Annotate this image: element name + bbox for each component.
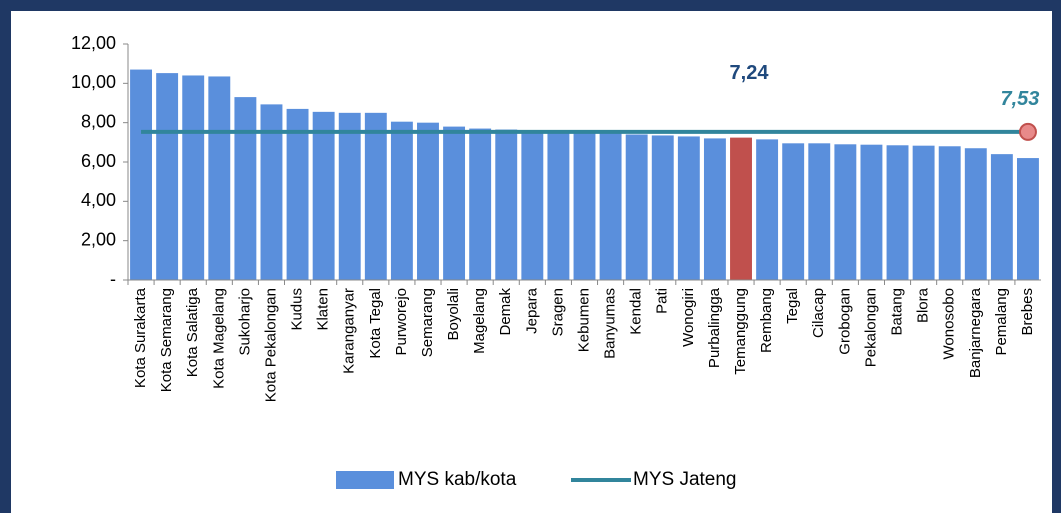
bar (703, 138, 726, 280)
bar (834, 144, 857, 280)
bar (912, 145, 935, 280)
bar (547, 132, 570, 280)
x-tick-label: Sukoharjo (236, 288, 253, 356)
bar (990, 154, 1013, 280)
bar (1017, 158, 1039, 280)
bar (808, 143, 831, 280)
x-tick-label: Grobogan (836, 288, 853, 355)
legend-swatch (336, 471, 394, 489)
bar (156, 73, 179, 281)
chart: - 2,00 4,00 6,00 8,00 10,00 12,00 7,24 7,53 Kota … (71, 33, 1041, 490)
x-tick-label: Tegal (784, 288, 801, 324)
bar (417, 122, 439, 281)
y-tick-label: 12,00 (71, 33, 116, 53)
bar (495, 129, 518, 280)
x-tick-label: Wonosobo (941, 288, 958, 359)
x-tick-label: Jepara (523, 287, 540, 334)
bar (130, 69, 152, 280)
bar (443, 126, 466, 280)
x-tick-label: Kota Salatiga (184, 287, 201, 377)
x-tick-label: Pati (654, 288, 671, 314)
x-tick-label: Rembang (758, 288, 775, 353)
bar (338, 112, 361, 280)
bar (182, 75, 205, 280)
bar (599, 133, 622, 280)
line-marker (1018, 122, 1037, 141)
bar (730, 137, 752, 280)
x-tick-label: Karanganyar (341, 288, 358, 374)
bar (286, 108, 309, 281)
x-tick-label: Blora (915, 287, 932, 323)
bar (938, 146, 961, 280)
x-tick-label: Banjarnegara (967, 287, 984, 378)
bar (521, 131, 544, 280)
bar (208, 76, 231, 280)
bar (390, 121, 413, 280)
x-tick-label: Banyumas (602, 288, 619, 359)
bar (573, 132, 596, 280)
x-tick-label: Kebumen (575, 288, 592, 352)
x-tick-label: Boyolali (445, 288, 462, 341)
x-tick-label: Kota Magelang (210, 288, 227, 389)
x-tick-label: Kendal (628, 288, 645, 335)
x-tick-label: Wonogiri (680, 288, 697, 347)
x-tick-label: Demak (497, 288, 514, 336)
y-tick-label: 10,00 (71, 72, 116, 92)
y-tick-label: 6,00 (81, 151, 116, 171)
legend-label: MYS kab/kota (398, 469, 517, 490)
x-tick-label: Kudus (289, 288, 306, 331)
x-tick-label: Klaten (315, 288, 332, 331)
x-tick-label: Sragen (549, 288, 566, 336)
x-tick-label: Semarang (419, 288, 436, 357)
bar (625, 134, 648, 280)
x-tick-label: Temanggung (732, 288, 749, 375)
bar (756, 139, 779, 280)
y-tick-label: 4,00 (81, 190, 116, 210)
bar (677, 136, 700, 280)
data-label: 7,24 (730, 62, 770, 84)
bar (886, 145, 909, 280)
bar (260, 104, 283, 280)
bar (964, 148, 987, 280)
x-tick-label: Kota Pekalongan (262, 288, 279, 402)
y-tick-label: 8,00 (81, 111, 116, 131)
y-tick-label: 2,00 (81, 229, 116, 249)
x-tick-label: Brebes (1019, 288, 1036, 336)
bar (312, 111, 335, 280)
x-tick-label: Kota Semarang (158, 288, 175, 392)
legend-label: MYS Jateng (633, 469, 737, 490)
x-tick-label: Pekalongan (862, 288, 879, 367)
x-tick-label: Kota Surakarta (132, 287, 149, 388)
bar (469, 128, 492, 280)
bar (860, 144, 883, 280)
x-tick-label: Kota Tegal (367, 288, 384, 359)
y-tick-label: - (110, 269, 116, 289)
data-label: 7,53 (1000, 88, 1039, 110)
x-tick-label: Pemalang (993, 288, 1010, 356)
x-tick-label: Magelang (471, 288, 488, 354)
x-tick-label: Purbalingga (706, 287, 723, 368)
bar (364, 112, 387, 280)
bar (651, 135, 674, 280)
x-tick-label: Batang (888, 288, 905, 336)
x-tick-label: Cilacap (810, 288, 827, 338)
bar (234, 97, 257, 280)
x-tick-label: Purworejo (393, 288, 410, 356)
bar (782, 143, 805, 280)
